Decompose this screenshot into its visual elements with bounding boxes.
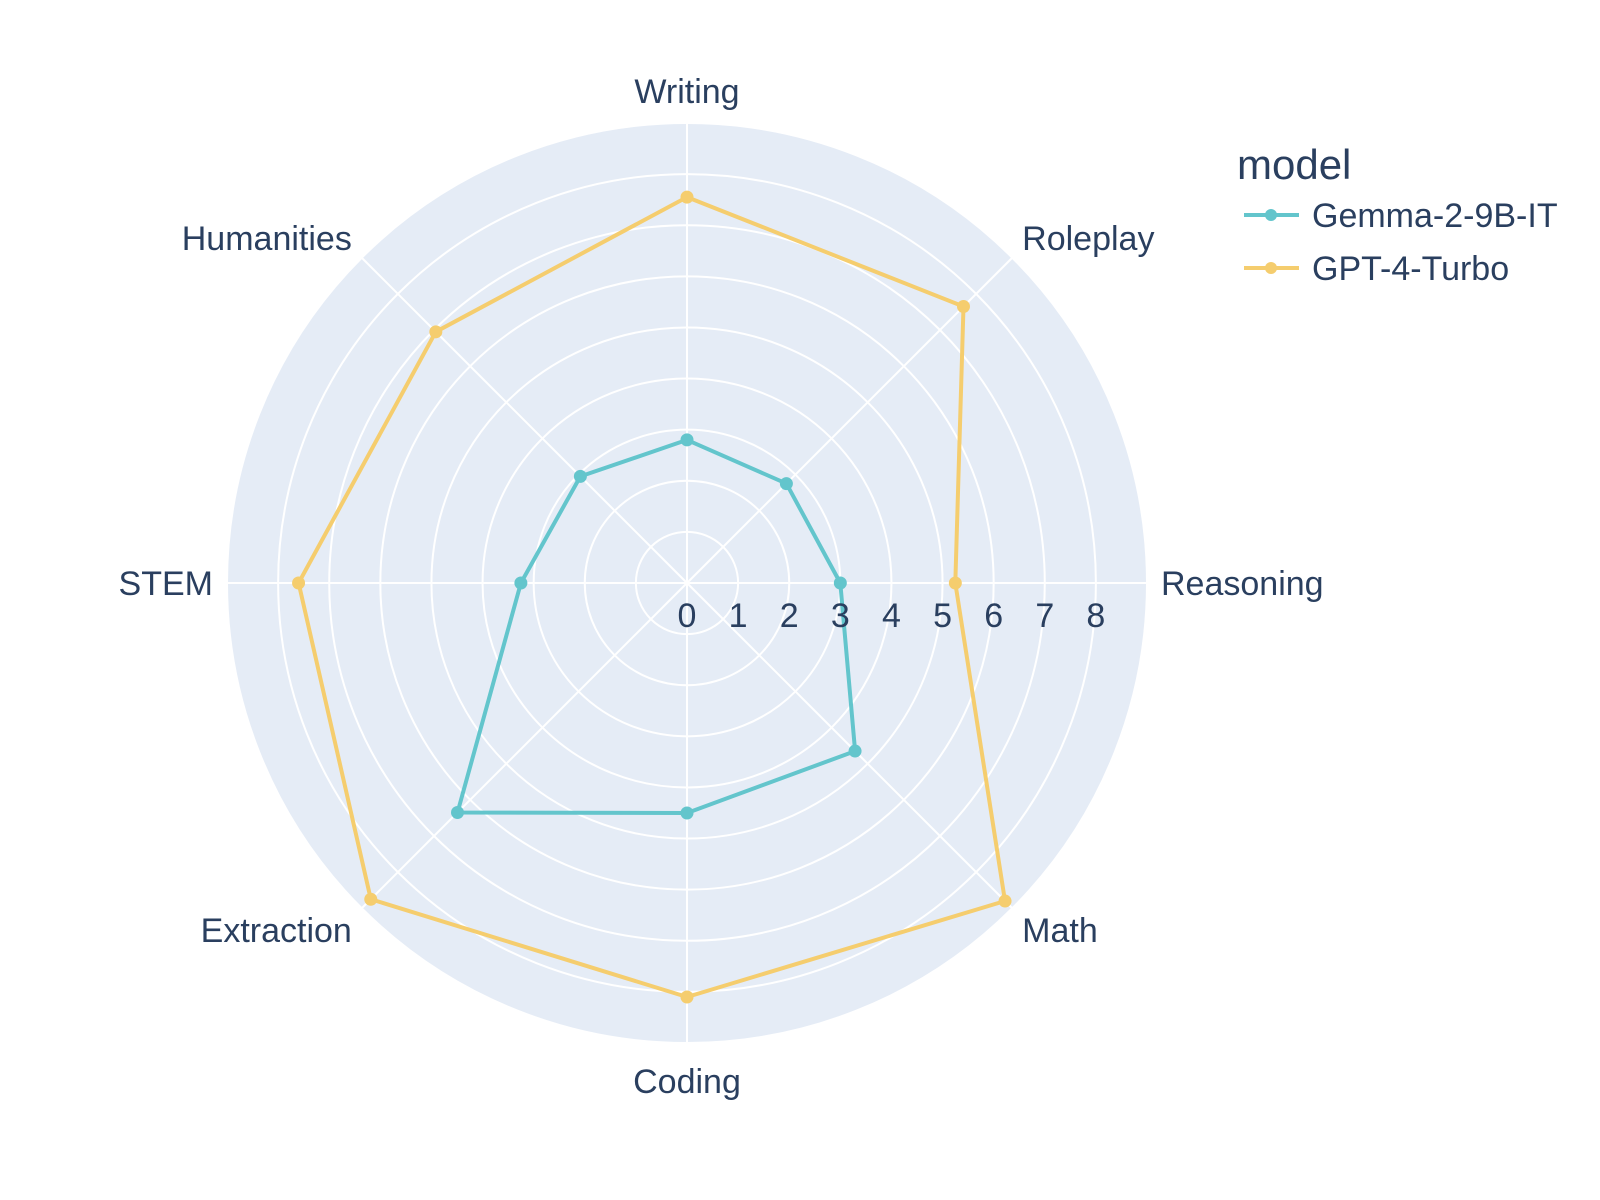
angular-gridline <box>361 582 688 909</box>
data-point-math[interactable] <box>998 894 1012 908</box>
data-point-coding[interactable] <box>680 990 694 1004</box>
category-label-coding: Coding <box>633 1063 741 1101</box>
radial-tick-label: 6 <box>984 597 1003 635</box>
category-label-writing: Writing <box>634 73 739 111</box>
legend[interactable]: model Gemma-2-9B-IT GPT-4-Turbo <box>1237 141 1558 288</box>
radial-tick-label: 1 <box>729 597 748 635</box>
data-point-coding[interactable] <box>680 806 694 820</box>
angular-gridline <box>686 257 1013 584</box>
series-0 <box>451 433 862 820</box>
data-point-writing[interactable] <box>680 433 694 447</box>
legend-item-gemma[interactable]: Gemma-2-9B-IT <box>1244 197 1558 235</box>
radial-tick-label: 5 <box>933 597 952 635</box>
category-label-reasoning: Reasoning <box>1161 565 1324 603</box>
legend-label-gemma: Gemma-2-9B-IT <box>1312 197 1558 235</box>
radial-tick-label: 2 <box>780 597 799 635</box>
data-point-reasoning[interactable] <box>948 576 962 590</box>
data-point-humanities[interactable] <box>573 469 587 483</box>
radial-tick-label: 8 <box>1086 597 1105 635</box>
data-point-stem[interactable] <box>514 576 528 590</box>
radial-tick-label: 3 <box>831 597 850 635</box>
legend-label-gpt4: GPT-4-Turbo <box>1312 250 1509 288</box>
category-label-stem: STEM <box>119 565 213 603</box>
data-point-roleplay[interactable] <box>779 477 793 491</box>
category-label-humanities: Humanities <box>182 220 352 258</box>
radial-tick-label: 4 <box>882 597 901 635</box>
category-label-extraction: Extraction <box>201 912 352 950</box>
data-point-writing[interactable] <box>680 190 694 204</box>
angular-gridline <box>361 257 688 584</box>
radial-tick-label: 7 <box>1035 597 1054 635</box>
legend-swatch-marker <box>1265 262 1277 274</box>
category-label-math: Math <box>1022 912 1098 950</box>
category-label-roleplay: Roleplay <box>1022 220 1154 258</box>
category-labels: Writing Roleplay Reasoning Math Coding Extrac… <box>119 73 1324 1101</box>
legend-title: model <box>1237 141 1351 188</box>
radial-tick-label: 0 <box>678 597 697 635</box>
data-point-extraction[interactable] <box>451 805 465 819</box>
data-point-stem[interactable] <box>292 576 306 590</box>
data-point-math[interactable] <box>848 744 862 758</box>
data-point-humanities[interactable] <box>429 325 443 339</box>
data-point-roleplay[interactable] <box>956 300 970 314</box>
legend-swatch-marker <box>1265 209 1277 221</box>
data-point-extraction[interactable] <box>364 892 378 906</box>
series-layer <box>292 190 1012 1004</box>
data-point-reasoning[interactable] <box>833 576 847 590</box>
angular-gridline <box>686 582 1013 909</box>
series-1 <box>292 190 1012 1004</box>
legend-item-gpt4[interactable]: GPT-4-Turbo <box>1244 250 1509 288</box>
